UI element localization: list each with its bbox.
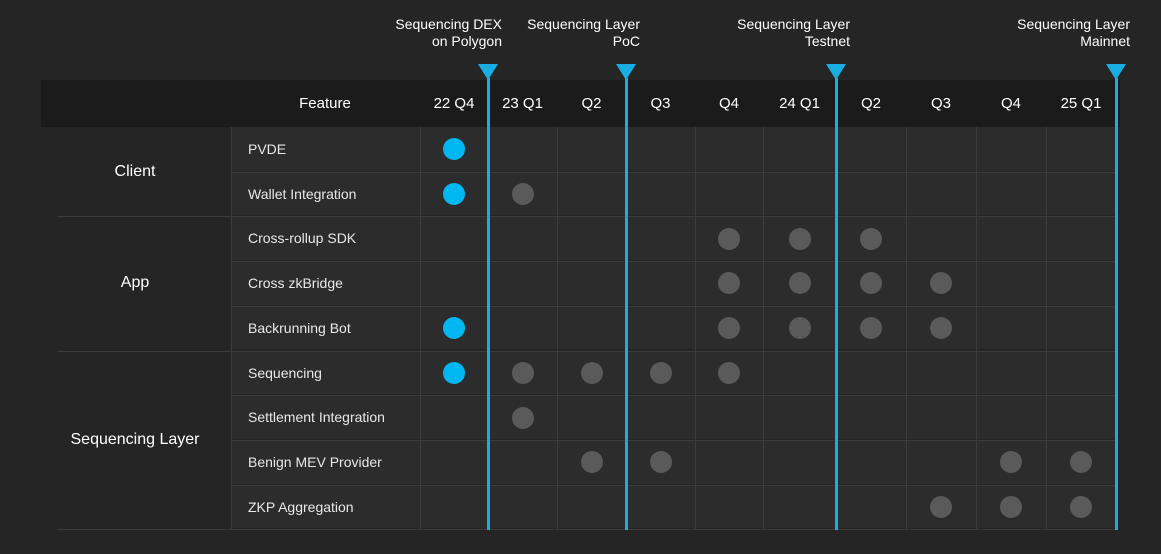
column-divider	[1046, 127, 1047, 530]
column-header: Q4	[718, 95, 739, 112]
feature-label: ZKP Aggregation	[248, 498, 354, 515]
column-divider	[763, 127, 764, 530]
group-label: Sequencing Layer	[70, 430, 200, 448]
planned-dot	[788, 227, 811, 250]
planned-dot	[511, 361, 534, 384]
planned-dot	[930, 317, 952, 340]
active-dot	[443, 317, 465, 340]
column-divider	[231, 127, 232, 530]
milestone-line	[835, 78, 838, 530]
column-header: 23 Q1	[502, 95, 543, 112]
feature-label: Cross zkBridge	[248, 275, 343, 292]
planned-dot	[788, 317, 811, 340]
feature-column-header: Feature	[299, 95, 351, 112]
table-row	[232, 350, 1116, 395]
active-dot	[443, 361, 465, 384]
planned-dot	[930, 272, 952, 295]
planned-dot	[930, 495, 952, 518]
milestone-label-line1: Sequencing Layer	[527, 16, 640, 32]
planned-dot	[718, 317, 740, 340]
planned-dot	[860, 272, 882, 295]
planned-dot	[1000, 451, 1022, 474]
row-divider	[232, 171, 1116, 173]
column-divider	[906, 127, 907, 530]
planned-dot	[649, 451, 672, 474]
column-divider	[976, 127, 977, 530]
planned-dot	[1070, 451, 1092, 474]
column-header: 22 Q4	[433, 95, 475, 112]
planned-dot	[860, 227, 882, 250]
column-header: Q3	[650, 95, 671, 112]
planned-dot	[1000, 495, 1022, 518]
milestone-line	[487, 78, 490, 530]
column-header: Q3	[930, 95, 951, 112]
table-row	[232, 261, 1116, 305]
milestone-label-line2: PoC	[612, 33, 640, 49]
milestone-line	[625, 78, 628, 530]
group-label: App	[120, 274, 150, 292]
feature-label: Wallet Integration	[248, 185, 357, 202]
row-divider	[57, 529, 1116, 531]
row-divider	[232, 305, 1116, 307]
planned-dot	[718, 361, 740, 384]
planned-dot	[788, 272, 811, 295]
table-row	[232, 395, 1116, 439]
column-divider	[420, 127, 421, 530]
active-dot	[443, 183, 465, 206]
milestone-marker-icon	[826, 64, 846, 80]
planned-dot	[860, 317, 882, 340]
milestone-marker-icon	[1106, 64, 1126, 80]
milestone-label-line1: Sequencing Layer	[737, 16, 850, 32]
table-row	[232, 484, 1116, 529]
feature-label: Settlement Integration	[248, 409, 385, 426]
table-row	[232, 439, 1116, 484]
table-row	[232, 127, 1116, 171]
column-header: Q2	[860, 95, 881, 112]
feature-label: Backrunning Bot	[248, 319, 351, 336]
row-divider	[232, 395, 1116, 397]
planned-dot	[511, 406, 534, 429]
planned-dot	[718, 227, 740, 250]
active-dot	[443, 138, 465, 161]
feature-label: PVDE	[248, 141, 287, 157]
milestone-marker-icon	[478, 64, 498, 80]
planned-dot	[649, 361, 672, 384]
planned-dot	[580, 451, 603, 474]
column-divider	[557, 127, 558, 530]
row-divider	[232, 439, 1116, 441]
table-row	[232, 305, 1116, 350]
planned-dot	[580, 361, 603, 384]
planned-dot	[1070, 495, 1092, 518]
group-label: Client	[114, 162, 156, 180]
column-header: Q2	[581, 95, 602, 112]
column-header: Q4	[1000, 95, 1021, 112]
milestone-label: Sequencing DEX on Polygon	[302, 16, 502, 50]
milestone-label: Sequencing Layer PoC	[440, 16, 640, 50]
row-divider	[57, 350, 1116, 352]
column-header: 25 Q1	[1060, 95, 1102, 112]
table-row	[232, 171, 1116, 216]
row-divider	[232, 261, 1116, 263]
milestone-label-line2: Mainnet	[1080, 33, 1130, 49]
feature-label: Cross-rollup SDK	[248, 230, 357, 247]
milestone-label: Sequencing Layer Mainnet	[930, 16, 1130, 50]
feature-label: Benign MEV Provider	[248, 453, 382, 470]
milestone-line	[1115, 78, 1118, 530]
planned-dot	[511, 183, 534, 206]
milestone-label: Sequencing Layer Testnet	[650, 16, 850, 50]
milestone-label-line2: Testnet	[804, 33, 850, 49]
milestone-label-line1: Sequencing DEX	[395, 16, 502, 32]
row-divider	[232, 484, 1116, 486]
table-row	[232, 216, 1116, 261]
milestone-label-line2: on Polygon	[431, 33, 502, 49]
table-header-band	[41, 80, 1120, 127]
milestone-label-line1: Sequencing Layer	[1017, 16, 1130, 32]
row-divider	[57, 216, 1116, 218]
feature-label: Sequencing	[248, 364, 322, 381]
column-divider	[695, 127, 696, 530]
planned-dot	[718, 272, 740, 295]
milestone-marker-icon	[616, 64, 636, 80]
column-header: 24 Q1	[779, 95, 820, 112]
